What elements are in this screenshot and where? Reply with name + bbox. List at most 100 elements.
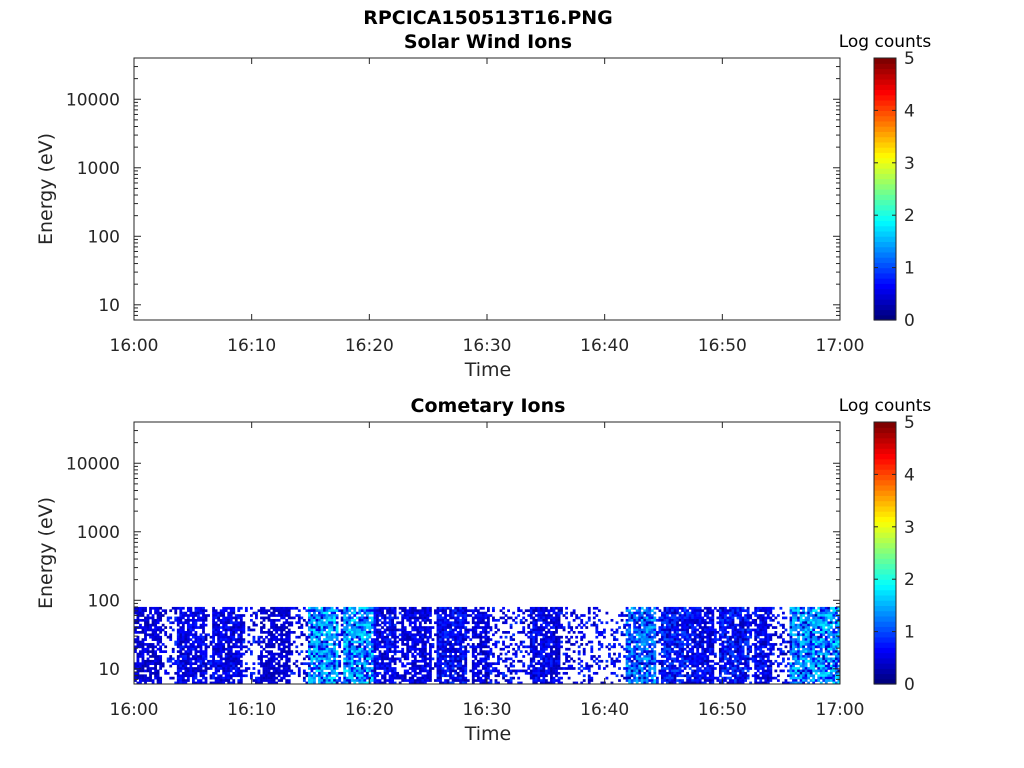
spectrogram-cell [310, 618, 314, 622]
spectrogram-cell [325, 659, 329, 663]
spectrogram-cell [456, 647, 460, 651]
spectrogram-cell [572, 659, 576, 663]
spectrogram-cell [494, 631, 498, 634]
spectrogram-cell [484, 633, 488, 637]
spectrogram-cell [191, 626, 195, 629]
spectrogram-cell [686, 650, 690, 653]
spectrogram-cell [650, 647, 654, 651]
spectrogram-cell [484, 652, 488, 656]
spectrogram-cell [645, 621, 649, 625]
spectrogram-cell [388, 679, 392, 682]
spectrogram-cell [474, 614, 478, 617]
spectrogram-cell [343, 652, 347, 656]
spectrogram-cell [504, 621, 508, 625]
spectrogram-cell [696, 628, 700, 632]
spectrogram-cell [343, 674, 347, 678]
spectrogram-cell [262, 679, 266, 682]
spectrogram-cell [285, 662, 289, 666]
spectrogram-cell [628, 638, 632, 641]
spectrogram-cell [527, 671, 531, 675]
spectrogram-cell [439, 652, 442, 656]
spectrogram-cell [239, 645, 243, 649]
spectrogram-cell [174, 606, 178, 610]
spectrogram-cell [436, 667, 440, 670]
spectrogram-cell [439, 621, 442, 625]
spectrogram-cell [476, 643, 480, 646]
spectrogram-cell [184, 652, 188, 656]
spectrogram-cell [691, 611, 695, 615]
spectrogram-cell [439, 626, 442, 629]
spectrogram-cell [134, 662, 137, 666]
spectrogram-cell [444, 664, 447, 668]
spectrogram-cell [645, 606, 649, 610]
spectrogram-cell [136, 643, 140, 646]
spectrogram-cell [441, 652, 445, 656]
spectrogram-cell [653, 664, 657, 668]
spectrogram-cell [605, 664, 609, 668]
spectrogram-cell [693, 676, 697, 680]
spectrogram-cell [673, 614, 677, 617]
spectrogram-cell [365, 681, 369, 685]
spectrogram-cell [686, 628, 690, 632]
spectrogram-cell [320, 655, 324, 658]
spectrogram-cell [353, 662, 357, 666]
spectrogram-cell [658, 631, 662, 634]
spectrogram-cell [423, 662, 427, 666]
spectrogram-cell [169, 621, 173, 625]
colorbar-segment [874, 120, 896, 127]
spectrogram-cell [265, 650, 268, 653]
spectrogram-cell [333, 652, 337, 656]
spectrogram-cell [214, 659, 218, 663]
spectrogram-cell [426, 628, 430, 632]
spectrogram-cell [217, 650, 221, 653]
spectrogram-cell [186, 650, 190, 653]
spectrogram-cell [371, 611, 374, 615]
spectrogram-cell [635, 657, 639, 661]
spectrogram-cell [270, 667, 273, 670]
spectrogram-cell [257, 679, 261, 682]
spectrogram-cell [406, 638, 410, 641]
spectrogram-cell [391, 609, 395, 613]
spectrogram-cell [381, 616, 384, 620]
x-tick-label: 16:30 [463, 336, 512, 356]
spectrogram-cell [683, 606, 687, 610]
spectrogram-cell [668, 664, 672, 668]
spectrogram-cell [315, 621, 319, 625]
spectrogram-cell [411, 674, 415, 678]
spectrogram-cell [184, 657, 188, 661]
spectrogram-cell [318, 679, 321, 682]
spectrogram-cell [509, 681, 513, 685]
spectrogram-cell [151, 643, 155, 646]
spectrogram-cell [504, 618, 508, 622]
spectrogram-cell [350, 669, 354, 673]
spectrogram-cell [355, 626, 359, 629]
spectrogram-cell [378, 618, 382, 622]
spectrogram-cell [151, 633, 155, 637]
spectrogram-cell [290, 650, 294, 653]
spectrogram-cell [340, 611, 344, 615]
spectrogram-cell [673, 681, 677, 685]
spectrogram-cell [186, 616, 190, 620]
spectrogram-cell [265, 643, 268, 646]
spectrogram-cell [204, 657, 208, 661]
spectrogram-cell [529, 664, 533, 668]
spectrogram-cell [595, 635, 599, 639]
spectrogram-cell [179, 621, 183, 625]
colorbar-segment [874, 136, 896, 143]
spectrogram-cell [532, 640, 536, 644]
spectrogram-cell [267, 645, 271, 649]
colorbar-tick-label: 0 [904, 311, 915, 331]
spectrogram-cell [330, 614, 334, 617]
spectrogram-cell [202, 631, 205, 634]
spectrogram-cell [219, 652, 223, 656]
spectrogram-cell [497, 628, 500, 632]
spectrogram-cell [378, 614, 382, 617]
spectrogram-cell [139, 643, 142, 646]
spectrogram-cells [134, 606, 841, 685]
spectrogram-cell [648, 652, 652, 656]
spectrogram-cell [310, 674, 314, 678]
spectrogram-cell [504, 645, 508, 649]
spectrogram-cell [492, 667, 495, 670]
spectrogram-cell [708, 679, 712, 682]
